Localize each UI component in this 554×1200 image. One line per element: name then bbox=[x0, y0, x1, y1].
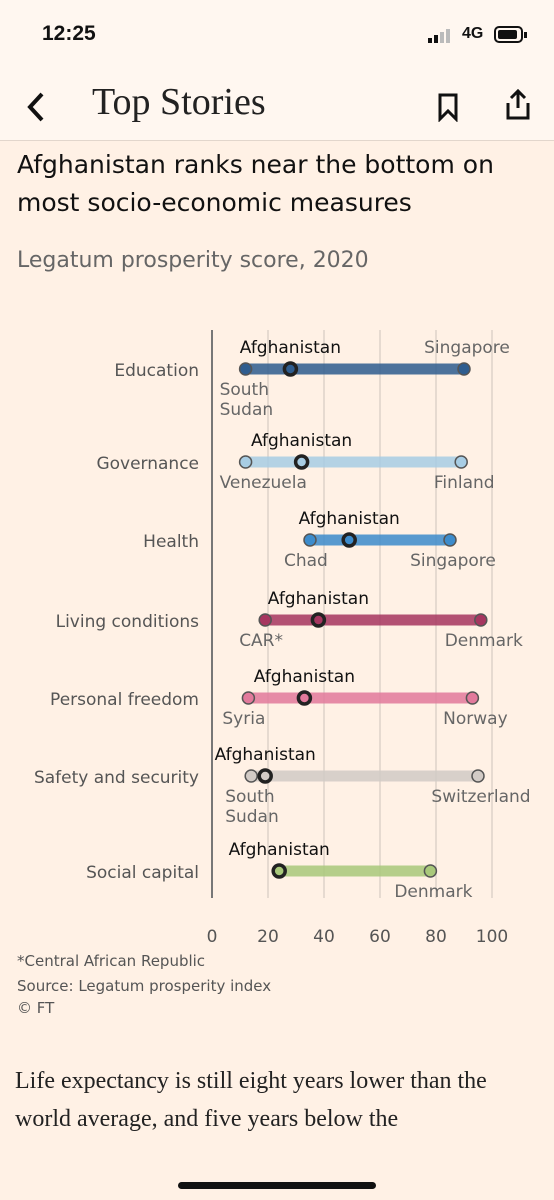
network-type: 4G bbox=[462, 25, 484, 42]
footnote: *Central African Republic bbox=[17, 952, 206, 970]
home-indicator bbox=[178, 1182, 376, 1189]
min-label: Venezuela bbox=[220, 473, 307, 493]
min-label: CAR* bbox=[239, 631, 283, 651]
highlight-dot bbox=[282, 361, 299, 377]
highlight-dot bbox=[296, 690, 313, 706]
highlight-dot bbox=[341, 532, 357, 548]
x-tick-label: 0 bbox=[207, 927, 218, 947]
highlight-label: Afghanistan bbox=[215, 745, 316, 765]
min-label: South bbox=[225, 787, 274, 807]
x-tick-label: 20 bbox=[257, 927, 279, 947]
max-label: Denmark bbox=[394, 882, 472, 902]
highlight-dot bbox=[293, 454, 310, 470]
highlight-label: Afghanistan bbox=[254, 667, 355, 687]
max-dot bbox=[457, 362, 471, 376]
x-tick-label: 80 bbox=[425, 927, 447, 947]
battery-icon bbox=[494, 26, 527, 43]
max-label: Singapore bbox=[410, 551, 496, 571]
highlight-label: Afghanistan bbox=[229, 840, 330, 860]
highlight-label: Afghanistan bbox=[251, 431, 352, 451]
category-label: Safety and security bbox=[34, 768, 199, 788]
max-label: Switzerland bbox=[431, 787, 530, 807]
chart-subtitle: Legatum prosperity score, 2020 bbox=[17, 248, 369, 273]
nav-title: Top Stories bbox=[92, 81, 266, 123]
max-dot bbox=[443, 533, 457, 547]
min-dot bbox=[241, 691, 256, 705]
min-dot bbox=[303, 533, 317, 547]
max-dot bbox=[474, 613, 488, 627]
max-label: Finland bbox=[434, 473, 495, 493]
clock: 12:25 bbox=[42, 22, 96, 45]
back-button[interactable] bbox=[22, 90, 52, 124]
min-label: Sudan bbox=[225, 807, 279, 827]
max-label: Norway bbox=[443, 709, 508, 729]
copyright: © FT bbox=[17, 999, 55, 1017]
bookmark-button[interactable] bbox=[436, 92, 460, 122]
share-button[interactable] bbox=[504, 88, 532, 122]
min-dot bbox=[258, 613, 272, 627]
highlight-dot bbox=[257, 768, 273, 784]
chart-title: Afghanistan ranks near the bottom on mos… bbox=[17, 150, 494, 217]
x-tick-label: 100 bbox=[476, 927, 508, 947]
min-dot bbox=[244, 769, 258, 783]
signal-icon bbox=[428, 29, 450, 43]
source: Source: Legatum prosperity index bbox=[17, 977, 272, 995]
min-dot bbox=[238, 362, 253, 376]
category-label: Living conditions bbox=[56, 612, 200, 632]
chart: 0 20 40 60 80 100EducationAfghanistanSouthSud… bbox=[34, 330, 531, 947]
category-label: Social capital bbox=[86, 863, 199, 883]
x-tick-label: 60 bbox=[369, 927, 391, 947]
article-text: Life expectancy is still eight years low… bbox=[15, 1068, 487, 1132]
x-tick-label: 40 bbox=[313, 927, 335, 947]
max-dot bbox=[471, 769, 485, 783]
min-label: Chad bbox=[284, 551, 328, 571]
header-bar: 12:25 4G Top Stories bbox=[0, 0, 554, 141]
highlight-dot bbox=[310, 612, 327, 628]
highlight-dot bbox=[271, 863, 287, 879]
max-label: Denmark bbox=[445, 631, 523, 651]
highlight-label: Afghanistan bbox=[268, 589, 369, 609]
category-label: Governance bbox=[96, 454, 199, 474]
max-dot bbox=[465, 691, 480, 705]
min-dot bbox=[238, 455, 253, 469]
highlight-label: Afghanistan bbox=[299, 509, 400, 529]
category-label: Personal freedom bbox=[50, 690, 199, 710]
category-label: Education bbox=[114, 361, 199, 381]
max-label: Singapore bbox=[424, 338, 510, 358]
max-dot bbox=[454, 455, 468, 469]
min-label: Sudan bbox=[220, 400, 274, 420]
min-label: South bbox=[220, 380, 269, 400]
highlight-label: Afghanistan bbox=[240, 338, 341, 358]
max-dot bbox=[423, 864, 438, 878]
min-label: Syria bbox=[222, 709, 265, 729]
category-label: Health bbox=[143, 532, 199, 552]
